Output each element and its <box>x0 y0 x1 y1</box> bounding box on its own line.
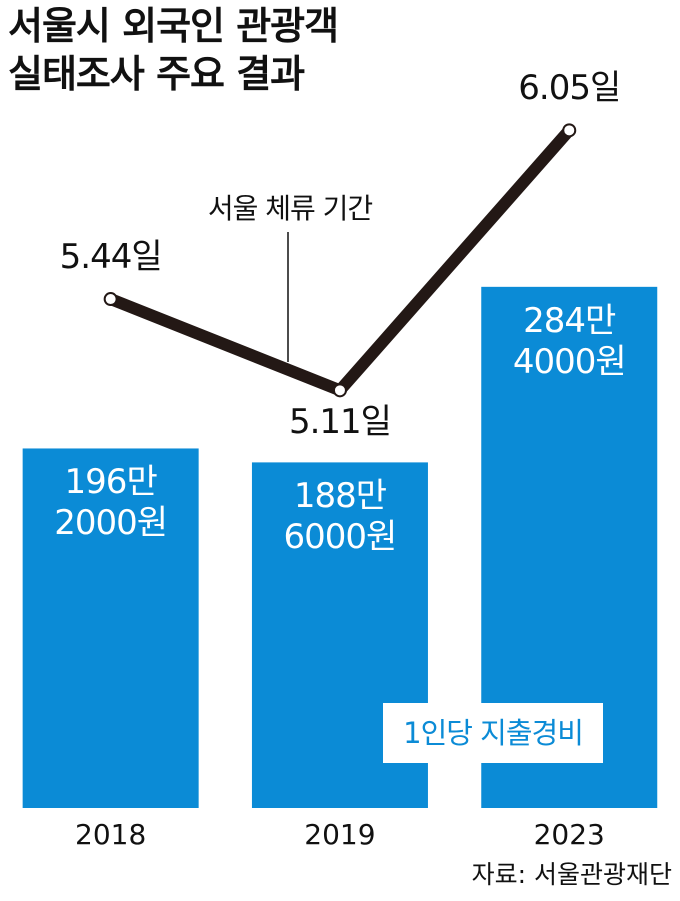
x-tick-label: 2018 <box>75 818 147 851</box>
line-value-label: 6.05일 <box>518 68 621 109</box>
source: 자료: 서울관광재단 <box>471 860 672 889</box>
line-point <box>332 383 347 398</box>
line-point <box>562 123 577 138</box>
x-tick-label: 2019 <box>304 818 376 851</box>
line-point <box>103 292 118 307</box>
line-series-label: 서울 체류 기간 <box>180 192 400 226</box>
bar-value-label: 188만 6000원 <box>283 476 398 558</box>
bar-value-label: 284만 4000원 <box>512 300 627 382</box>
bar <box>22 448 199 808</box>
chart-title: 서울시 외국인 관광객 실태조사 주요 결과 <box>8 4 339 96</box>
bar-series-label: 1인당 지출경비 <box>383 703 603 763</box>
bar-value-label: 196만 2000원 <box>54 462 168 544</box>
line-value-label: 5.44일 <box>59 237 163 278</box>
x-tick-label: 2023 <box>533 818 605 851</box>
line-value-label: 5.11일 <box>288 402 392 443</box>
